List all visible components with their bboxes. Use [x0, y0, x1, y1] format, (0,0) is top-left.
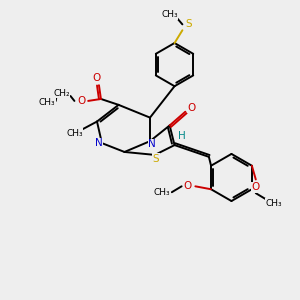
Text: CH₂: CH₂: [53, 88, 70, 98]
Text: O: O: [92, 74, 100, 83]
Text: CH₃: CH₃: [66, 129, 83, 138]
Text: CH₃: CH₃: [154, 188, 170, 197]
Text: CH₃: CH₃: [265, 199, 282, 208]
Text: CH₃: CH₃: [39, 98, 55, 107]
Text: S: S: [153, 154, 159, 164]
Text: N: N: [148, 139, 156, 149]
Text: N: N: [95, 138, 103, 148]
Text: O: O: [187, 103, 195, 113]
Text: H: H: [178, 131, 185, 141]
Text: O: O: [252, 182, 260, 192]
Text: CH₃: CH₃: [161, 10, 178, 19]
Text: S: S: [185, 20, 192, 29]
Text: O: O: [77, 96, 86, 106]
Text: O: O: [183, 181, 192, 191]
